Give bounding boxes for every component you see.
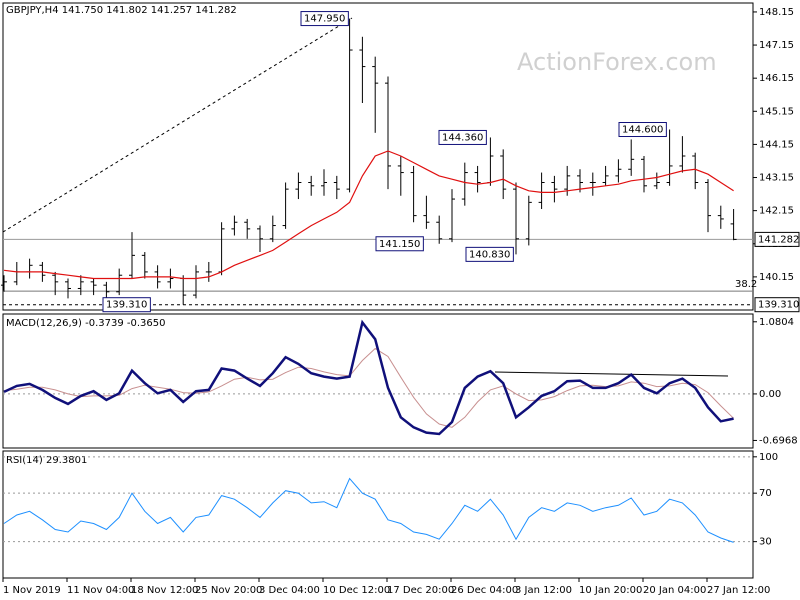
- y-tick-label: 100: [759, 452, 778, 463]
- trend-line: [2, 17, 353, 233]
- y-tick-label: 0.00: [759, 389, 781, 400]
- support-box: [754, 297, 800, 313]
- annotation-box: [438, 129, 487, 145]
- rsi-title: RSI(14) 29.3801: [6, 455, 87, 466]
- annotation-box: [375, 236, 424, 252]
- rsi-line: [3, 477, 734, 543]
- x-tick-label: 25 Nov 20:00: [195, 585, 262, 596]
- y-tick-label: 70: [759, 488, 772, 499]
- last-price-label: 141.282: [758, 234, 799, 245]
- last-price-box: [754, 231, 800, 247]
- x-tick-label: 17 Dec 20:00: [387, 585, 454, 596]
- x-tick-label: 3 Jan 12:00: [515, 585, 572, 596]
- fib-label: 38.2: [735, 279, 757, 290]
- y-tick-label: 144.15: [759, 139, 794, 150]
- x-tick-label: 20 Jan 04:00: [643, 585, 706, 596]
- annotation-label: 147.950: [304, 14, 345, 25]
- y-tick-label: 142.15: [759, 206, 794, 217]
- annotation-label: 140.830: [469, 249, 510, 260]
- price-panel: [2, 2, 754, 311]
- macd-panel: [2, 313, 754, 449]
- annotation-box: [465, 246, 514, 262]
- annotation-label: 144.600: [622, 125, 663, 136]
- moving-average: [3, 150, 734, 280]
- macd-trend-line: [494, 371, 729, 377]
- y-tick-label: 140.15: [759, 272, 794, 283]
- x-tick-label: 27 Jan 12:00: [707, 585, 770, 596]
- y-tick-label: 145.15: [759, 106, 794, 117]
- y-tick-label: 148.15: [759, 7, 794, 18]
- y-tick-label: 30: [759, 537, 772, 548]
- x-tick-label: 10 Dec 12:00: [323, 585, 390, 596]
- macd-line: [3, 319, 734, 436]
- annotation-label: 139.310: [106, 300, 147, 311]
- rsi-panel: [2, 450, 754, 579]
- y-tick-label: 143.15: [759, 173, 794, 184]
- annotation-label: 141.150: [379, 239, 420, 250]
- annotation-box: [102, 297, 151, 313]
- macd-title: MACD(12,26,9) -0.3739 -0.3650: [6, 318, 166, 329]
- y-tick-label: 147.15: [759, 40, 794, 51]
- y-tick-label: -0.6968: [759, 435, 798, 446]
- x-tick-label: 3 Dec 04:00: [259, 585, 320, 596]
- price-title: GBPJPY,H4 141.750 141.802 141.257 141.28…: [6, 5, 237, 16]
- support-axis-label: 139.310: [758, 300, 799, 311]
- x-tick-label: 10 Jan 20:00: [579, 585, 642, 596]
- annotation-box: [618, 122, 667, 138]
- watermark: ActionForex.com: [517, 48, 717, 76]
- y-tick-label: 1.0804: [759, 317, 794, 328]
- y-tick-label: 146.15: [759, 73, 794, 84]
- x-tick-label: 11 Nov 04:00: [67, 585, 134, 596]
- annotation-label: 144.360: [442, 132, 483, 143]
- x-tick-label: 26 Dec 04:00: [451, 585, 518, 596]
- annotation-box: [300, 11, 349, 27]
- x-tick-label: 18 Nov 12:00: [131, 585, 198, 596]
- x-tick-label: 1 Nov 2019: [3, 585, 61, 596]
